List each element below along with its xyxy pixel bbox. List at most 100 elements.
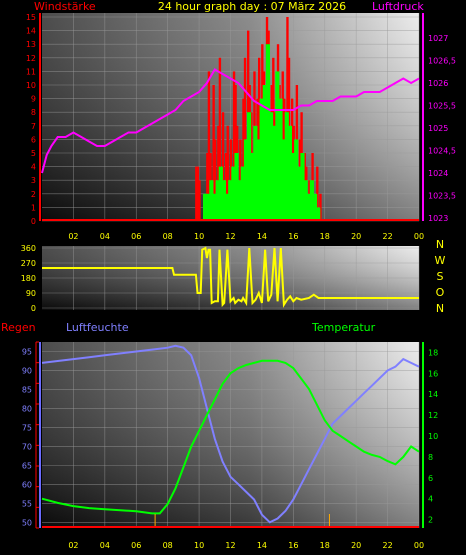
wind-gust-bar xyxy=(225,153,228,221)
chart-title: 24 hour graph day : 07 März 2026 xyxy=(158,0,346,13)
pressure-axis-title: Luftdruck xyxy=(372,0,424,13)
lower-x-tick: 00 xyxy=(414,541,424,550)
wind-y-tick: 11 xyxy=(26,67,36,76)
wind-y-tick: 7 xyxy=(31,122,36,131)
pressure-y-tick: 1024,5 xyxy=(428,147,456,156)
compass-label: N xyxy=(436,302,444,315)
wind-average-bar xyxy=(294,139,299,221)
direction-y-tick: 360 xyxy=(21,244,36,253)
wind-y-tick: 8 xyxy=(31,108,36,117)
wind-average-bar xyxy=(250,153,255,221)
wind-average-bar xyxy=(237,180,242,221)
wind-average-bar xyxy=(306,193,311,221)
lower-x-tick: 18 xyxy=(320,541,330,550)
wind-gust-bar xyxy=(226,125,229,221)
lower-x-tick: 04 xyxy=(100,541,110,550)
temperature-y-tick: 16 xyxy=(428,369,438,378)
humidity-y-tick: 85 xyxy=(22,385,32,394)
wind-average-bar xyxy=(268,112,274,221)
wind-average-bar xyxy=(221,180,227,221)
pressure-y-tick: 1025,5 xyxy=(428,102,456,111)
wind-average-bar xyxy=(259,98,264,221)
wind-average-bar xyxy=(290,153,296,221)
lower-x-tick: 22 xyxy=(382,541,392,550)
humidity-y-tick: 65 xyxy=(22,461,32,470)
wind-y-tick: 0 xyxy=(31,217,36,226)
direction-y-tick: 180 xyxy=(21,274,36,283)
wind-y-tick: 15 xyxy=(26,13,36,22)
humidity-y-tick: 80 xyxy=(22,404,32,413)
wind-axis-title: Windstärke xyxy=(34,0,96,13)
humidity-y-tick: 50 xyxy=(22,518,32,527)
wind-average-bar xyxy=(284,112,289,221)
wind-x-tick: 20 xyxy=(351,232,361,241)
wind-x-tick: 22 xyxy=(382,232,392,241)
pressure-y-tick: 1026 xyxy=(428,79,448,88)
lower-x-tick: 20 xyxy=(351,541,361,550)
pressure-line xyxy=(41,68,420,174)
wind-x-tick: 04 xyxy=(100,232,110,241)
wind-gust-bar xyxy=(196,166,200,221)
wind-gust-bar xyxy=(212,85,215,221)
rain-axis-title: Regen xyxy=(1,321,36,334)
compass-label: O xyxy=(436,286,445,299)
wind-x-tick: 18 xyxy=(320,232,330,241)
temperature-y-tick: 4 xyxy=(428,495,433,504)
wind-average-bar xyxy=(281,139,286,221)
wind-y-tick: 4 xyxy=(31,163,36,172)
wind-average-bar xyxy=(262,85,267,221)
humidity-y-tick: 70 xyxy=(22,442,32,451)
wind-average-bar xyxy=(243,139,249,221)
wind-average-bar xyxy=(265,44,271,222)
wind-average-bar xyxy=(300,153,305,221)
temperature-y-tick: 14 xyxy=(428,390,438,399)
wind-y-tick: 14 xyxy=(26,27,36,36)
wind-average-bar xyxy=(253,125,258,221)
temperature-y-tick: 2 xyxy=(428,516,433,525)
wind-x-tick: 10 xyxy=(194,232,204,241)
wind-average-bar xyxy=(225,193,230,221)
direction-y-tick: 90 xyxy=(26,289,36,298)
wind-average-bar xyxy=(303,180,308,221)
wind-average-bar xyxy=(209,180,214,221)
wind-average-bar xyxy=(218,166,223,221)
wind-average-bar xyxy=(275,71,280,222)
pressure-y-tick: 1023 xyxy=(428,214,448,223)
lower-x-tick: 08 xyxy=(163,541,173,550)
humidity-line xyxy=(41,344,420,524)
wind-y-tick: 3 xyxy=(31,176,36,185)
wind-y-tick: 5 xyxy=(31,149,36,158)
wind-gust-bar xyxy=(206,153,209,221)
wind-gust-bar xyxy=(232,71,236,222)
compass-label: W xyxy=(435,254,446,267)
lower-x-tick: 12 xyxy=(225,541,235,550)
wind-x-tick: 08 xyxy=(163,232,173,241)
direction-line xyxy=(42,246,419,308)
wind-gust-bar xyxy=(221,112,225,221)
temperature-y-tick: 6 xyxy=(428,474,433,483)
compass-label: N xyxy=(436,238,444,251)
temperature-y-tick: 12 xyxy=(428,411,438,420)
humidity-axis-title: Luftfeuchte xyxy=(66,321,129,334)
pressure-y-tick: 1024 xyxy=(428,169,448,178)
wind-average-bar xyxy=(272,125,277,221)
temperature-y-tick: 8 xyxy=(428,453,433,462)
wind-average-bar xyxy=(231,166,236,221)
wind-gust-bar xyxy=(195,166,198,221)
compass-label: S xyxy=(437,270,444,283)
wind-y-tick: 10 xyxy=(26,81,36,90)
lower-x-tick: 14 xyxy=(257,541,267,550)
wind-gust-bar xyxy=(214,139,217,221)
wind-y-tick: 6 xyxy=(31,135,36,144)
lower-x-tick: 06 xyxy=(131,541,141,550)
humidity-y-tick: 95 xyxy=(22,347,32,356)
wind-gust-bar xyxy=(319,193,322,221)
wind-average-bar xyxy=(212,193,217,221)
wind-x-tick: 14 xyxy=(257,232,267,241)
humidity-y-tick: 75 xyxy=(22,423,32,432)
wind-y-tick: 2 xyxy=(31,190,36,199)
humidity-y-tick: 60 xyxy=(22,480,32,489)
wind-x-tick: 12 xyxy=(225,232,235,241)
wind-average-bar xyxy=(256,139,261,221)
